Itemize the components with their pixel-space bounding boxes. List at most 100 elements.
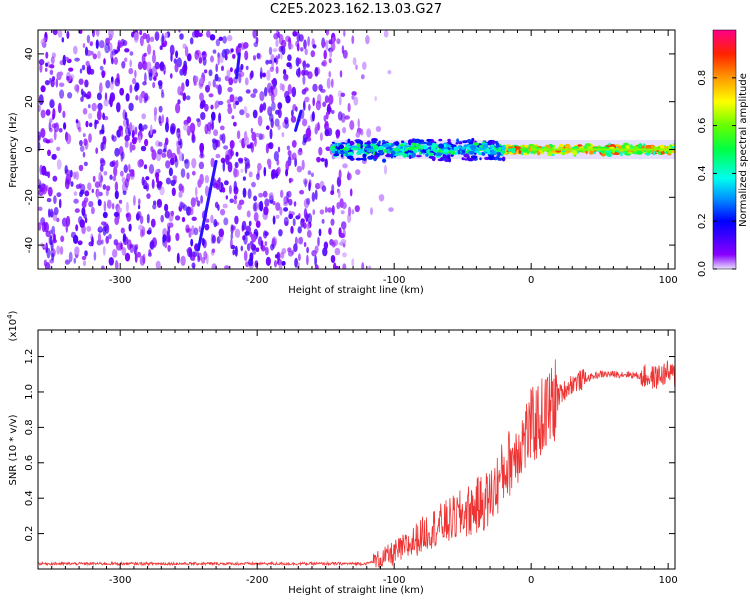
noise-speck: [39, 63, 43, 73]
noise-speck: [82, 108, 88, 115]
noise-speck: [151, 129, 157, 134]
noise-speck: [213, 129, 219, 137]
noise-speck: [187, 246, 193, 258]
noise-speck: [181, 82, 185, 92]
noise-speck: [272, 48, 278, 53]
noise-speck: [270, 85, 276, 90]
noise-speck: [270, 243, 275, 251]
noise-speck: [352, 57, 357, 66]
noise-speck: [243, 42, 249, 49]
signal-speck: [450, 150, 456, 154]
noise-speck: [286, 145, 291, 151]
noise-speck: [161, 152, 167, 158]
noise-speck: [321, 185, 327, 193]
noise-speck: [97, 50, 101, 59]
noise-speck: [102, 112, 105, 120]
noise-speck: [65, 224, 69, 233]
noise-speck: [131, 169, 135, 177]
noise-speck: [211, 111, 216, 122]
noise-speck: [322, 101, 327, 108]
noise-speck: [161, 114, 165, 124]
noise-speck: [79, 219, 85, 228]
noise-speck: [62, 54, 67, 66]
noise-speck: [79, 68, 83, 74]
noise-speck: [98, 171, 103, 183]
noise-speck: [297, 58, 302, 65]
noise-speck: [328, 58, 332, 64]
signal-speck: [496, 154, 501, 158]
noise-speck: [61, 37, 65, 43]
noise-speck: [70, 181, 74, 187]
noise-speck: [52, 30, 58, 36]
noise-speck: [233, 121, 237, 127]
noise-speck: [238, 199, 245, 205]
noise-speck: [188, 208, 194, 216]
noise-speck: [57, 30, 63, 38]
noise-speck: [200, 112, 206, 120]
noise-speck: [139, 35, 144, 47]
noise-speck: [226, 99, 231, 104]
noise-speck: [207, 122, 212, 132]
noise-speck: [53, 195, 57, 205]
noise-speck: [105, 235, 109, 244]
x-tick-label: 0: [528, 575, 534, 586]
noise-speck: [221, 133, 226, 144]
noise-speck: [103, 58, 106, 65]
noise-speck: [63, 122, 67, 130]
signal-speck: [447, 138, 451, 142]
noise-speck: [189, 37, 194, 45]
signal-speck: [547, 151, 553, 157]
noise-speck: [287, 190, 292, 198]
noise-speck: [279, 206, 283, 216]
noise-speck: [164, 210, 170, 219]
signal-speck: [385, 153, 392, 158]
noise-speck: [240, 168, 244, 173]
noise-speck: [178, 30, 181, 33]
noise-speck: [176, 145, 181, 155]
noise-speck: [167, 226, 171, 235]
noise-speck: [102, 184, 107, 190]
noise-speck: [252, 88, 258, 94]
noise-speck: [339, 96, 342, 106]
noise-speck: [87, 104, 91, 109]
noise-speck: [108, 257, 115, 266]
noise-speck: [148, 252, 152, 257]
colorbar-tick-label: 0.2: [697, 213, 708, 229]
signal-speck: [479, 157, 482, 161]
noise-speck: [59, 89, 65, 99]
noise-speck: [73, 191, 78, 197]
noise-speck: [204, 223, 210, 231]
noise-speck: [114, 147, 120, 157]
noise-speck: [141, 176, 145, 186]
noise-speck: [230, 140, 234, 151]
snr-frame: [37, 329, 676, 570]
noise-speck: [285, 168, 289, 177]
signal-speck: [460, 152, 466, 155]
noise-speck: [124, 111, 128, 121]
noise-speck: [53, 122, 60, 133]
noise-speck: [38, 104, 41, 113]
signal-speck: [646, 150, 652, 154]
spectrogram-signal-band: [329, 137, 675, 163]
signal-speck: [490, 146, 493, 150]
signal-speck: [507, 148, 512, 152]
x-tick-label: -200: [246, 575, 269, 586]
noise-speck: [85, 94, 90, 100]
noise-speck: [64, 259, 71, 265]
noise-speck: [56, 146, 61, 151]
noise-speck: [186, 172, 190, 180]
noise-speck: [165, 121, 169, 133]
noise-speck: [355, 64, 358, 70]
noise-speck: [248, 171, 253, 178]
noise-speck: [215, 153, 221, 159]
noise-speck: [77, 240, 83, 246]
signal-speck: [494, 156, 498, 161]
y-tick-label: 20: [24, 95, 35, 108]
noise-speck: [88, 200, 94, 208]
noise-speck: [111, 134, 115, 141]
noise-speck: [48, 121, 52, 131]
signal-speck: [572, 150, 578, 155]
signal-speck: [426, 138, 432, 142]
noise-speck: [262, 72, 266, 78]
